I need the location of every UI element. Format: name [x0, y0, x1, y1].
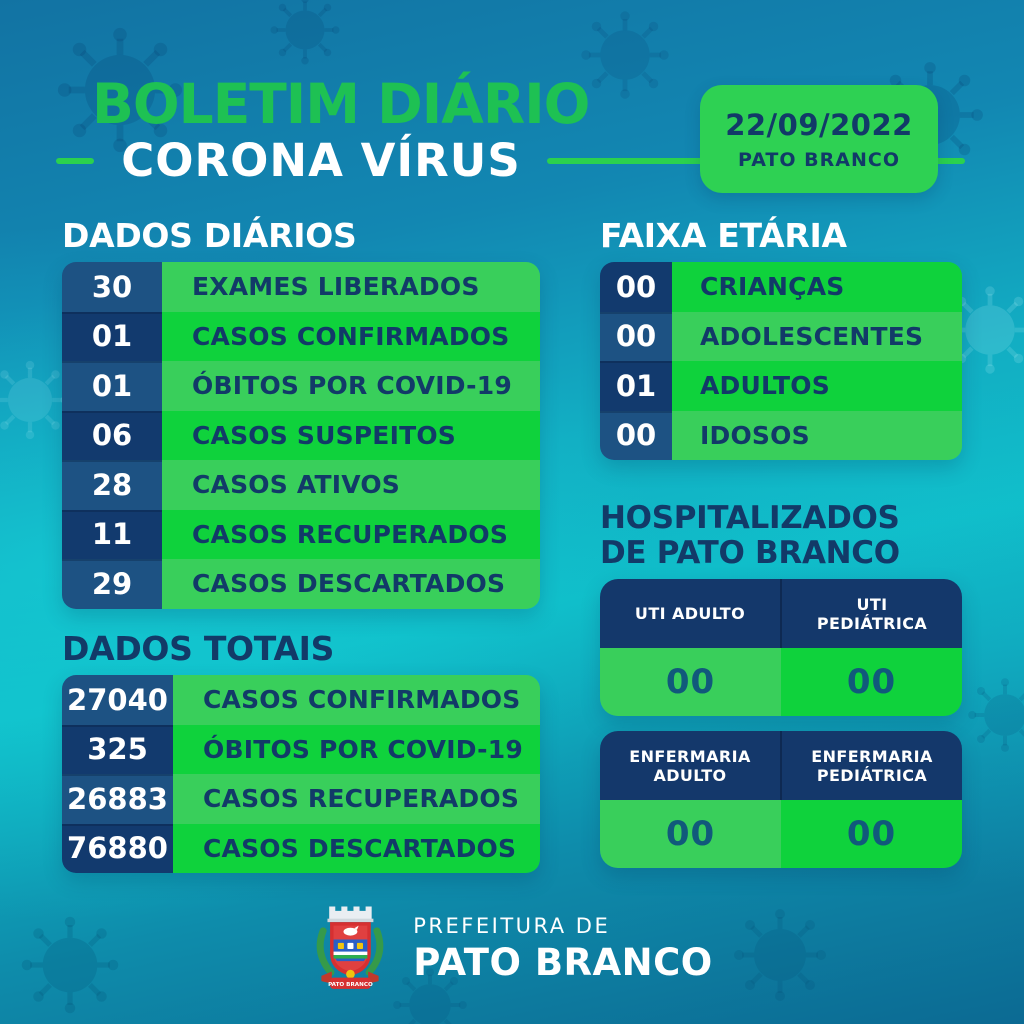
row-value: 26883 — [62, 774, 173, 824]
row-label: CASOS DESCARTADOS — [173, 823, 540, 873]
row-label: CASOS CONFIRMADOS — [162, 311, 540, 361]
table-row: 00 CRIANÇAS — [600, 262, 962, 312]
table-row: 28 CASOS ATIVOS — [62, 460, 540, 510]
row-value: 00 — [600, 311, 672, 361]
row-value: 00 — [600, 410, 672, 460]
totals-heading: DADOS TOTAIS — [62, 629, 335, 668]
section-hospitalized: HOSPITALIZADOS DE PATO BRANCO UTI ADULTO… — [600, 501, 962, 869]
table-row: 00 IDOSOS — [600, 410, 962, 460]
row-label: CASOS CONFIRMADOS — [173, 675, 540, 725]
date-badge: 22/09/2022 PATO BRANCO — [700, 85, 938, 193]
card-column-value: 00 — [600, 648, 781, 717]
table-row: 01 CASOS CONFIRMADOS — [62, 311, 540, 361]
age-groups-heading: FAIXA ETÁRIA — [600, 216, 847, 255]
table-row: 29 CASOS DESCARTADOS — [62, 559, 540, 609]
footer: PATO BRANCO PREFEITURA DE PATO BRANCO — [0, 898, 1024, 1000]
card-column-header: ENFERMARIA ADULTO — [629, 746, 751, 785]
row-value: 28 — [62, 460, 162, 510]
row-label: CASOS SUSPEITOS — [162, 410, 540, 460]
row-label: EXAMES LIBERADOS — [162, 262, 540, 312]
table-row: 76880 CASOS DESCARTADOS — [62, 823, 540, 873]
hospitalized-heading-line1: HOSPITALIZADOS — [600, 500, 900, 536]
row-value: 325 — [62, 724, 173, 774]
age-groups-table: 00 CRIANÇAS 00 ADOLESCENTES 01 ADULTOS 00 IDOSO… — [600, 262, 962, 460]
row-label: ADOLESCENTES — [672, 311, 962, 361]
table-row: 26883 CASOS RECUPERADOS — [62, 774, 540, 824]
row-label: ÓBITOS POR COVID-19 — [173, 724, 540, 774]
row-value: 01 — [600, 361, 672, 411]
row-label: CASOS RECUPERADOS — [173, 774, 540, 824]
badge-date: 22/09/2022 — [725, 107, 913, 142]
card-column-header: UTI PEDIÁTRICA — [780, 579, 962, 649]
row-label: CASOS RECUPERADOS — [162, 509, 540, 559]
uti-card: UTI ADULTO UTI PEDIÁTRICA 00 00 — [600, 579, 962, 717]
row-label: IDOSOS — [672, 410, 962, 460]
subtitle-left-dash — [56, 157, 94, 164]
card-column-value: 00 — [781, 800, 962, 869]
page-subtitle: CORONA VÍRUS — [121, 134, 521, 187]
row-value: 76880 — [62, 823, 173, 873]
row-label: ADULTOS — [672, 361, 962, 411]
table-row: 01 ADULTOS — [600, 361, 962, 411]
section-age-groups: FAIXA ETÁRIA 00 CRIANÇAS 00 ADOLESCENTES 01 A… — [600, 216, 962, 460]
enfermaria-card: ENFERMARIA ADULTO ENFERMARIA PEDIÁTRICA 00… — [600, 731, 962, 869]
footer-city-label: PATO BRANCO — [413, 941, 713, 984]
footer-org-label: PREFEITURA DE — [413, 914, 611, 938]
table-row: 27040 CASOS CONFIRMADOS — [62, 675, 540, 725]
row-value: 06 — [62, 410, 162, 460]
section-totals: DADOS TOTAIS 27040 CASOS CONFIRMADOS 325 ÓB… — [62, 629, 540, 873]
badge-city: PATO BRANCO — [738, 148, 900, 171]
pato-branco-coat-of-arms-logo: PATO BRANCO — [316, 906, 384, 989]
card-column-header: ENFERMARIA PEDIÁTRICA — [780, 731, 962, 801]
page-title: BOLETIM DIÁRIO — [92, 72, 590, 136]
row-value: 29 — [62, 559, 162, 609]
row-label: CRIANÇAS — [672, 262, 962, 312]
row-label: CASOS DESCARTADOS — [162, 559, 540, 609]
row-label: CASOS ATIVOS — [162, 460, 540, 510]
table-row: 325 ÓBITOS POR COVID-19 — [62, 724, 540, 774]
row-value: 00 — [600, 262, 672, 312]
table-row: 11 CASOS RECUPERADOS — [62, 509, 540, 559]
row-value: 30 — [62, 262, 162, 312]
row-value: 01 — [62, 311, 162, 361]
daily-table: 30 EXAMES LIBERADOS 01 CASOS CONFIRMADOS 01 Ó… — [62, 262, 540, 609]
row-value: 01 — [62, 361, 162, 411]
svg-text:PATO BRANCO: PATO BRANCO — [328, 982, 373, 988]
card-column-value: 00 — [781, 648, 962, 717]
daily-heading: DADOS DIÁRIOS — [62, 216, 357, 255]
section-daily-data: DADOS DIÁRIOS 30 EXAMES LIBERADOS 01 CASOS … — [62, 216, 540, 609]
totals-table: 27040 CASOS CONFIRMADOS 325 ÓBITOS POR COVI… — [62, 675, 540, 873]
table-row: 06 CASOS SUSPEITOS — [62, 410, 540, 460]
table-row: 00 ADOLESCENTES — [600, 311, 962, 361]
row-value: 11 — [62, 509, 162, 559]
hospitalized-heading: HOSPITALIZADOS DE PATO BRANCO — [600, 501, 962, 570]
row-label: ÓBITOS POR COVID-19 — [162, 361, 540, 411]
table-row: 01 ÓBITOS POR COVID-19 — [62, 361, 540, 411]
card-column-header: UTI ADULTO — [634, 604, 746, 624]
hospitalized-heading-line2: DE PATO BRANCO — [600, 534, 900, 571]
card-column-value: 00 — [600, 800, 781, 869]
table-row: 30 EXAMES LIBERADOS — [62, 262, 540, 312]
row-value: 27040 — [62, 675, 173, 725]
